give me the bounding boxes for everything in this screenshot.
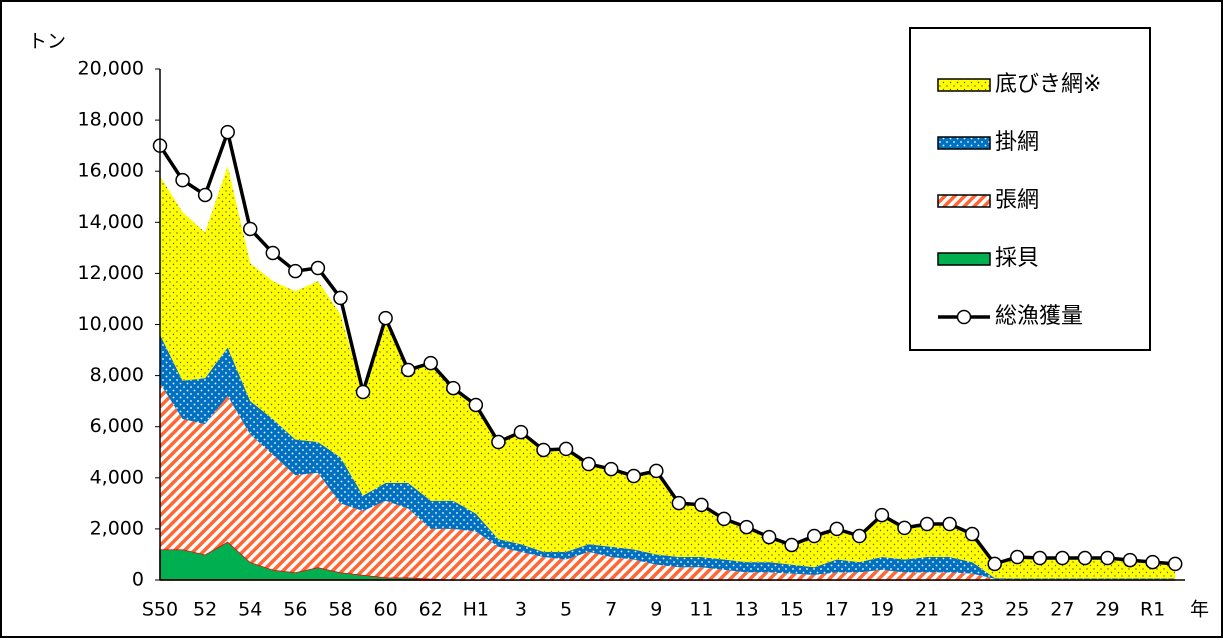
x-tick-label: 58 — [328, 599, 352, 621]
x-tick-label: 9 — [650, 599, 662, 621]
x-tick-label: 17 — [825, 599, 849, 621]
x-tick-label: 15 — [780, 599, 804, 621]
x-tick-label: 25 — [1005, 599, 1029, 621]
point — [242, 221, 258, 237]
x-axis-label: 年 — [1190, 599, 1209, 621]
point — [1032, 550, 1048, 566]
point — [919, 516, 935, 532]
x-tick-label: 3 — [515, 599, 527, 621]
point — [400, 362, 416, 378]
point — [423, 355, 438, 371]
legend-label: 底びき網※ — [995, 72, 1101, 97]
y-tick-label: 20,000 — [78, 58, 144, 80]
x-tick-label: 62 — [419, 599, 443, 621]
x-tick-label: 5 — [560, 599, 572, 621]
x-tick-label: 11 — [689, 599, 713, 621]
point — [942, 516, 957, 532]
point — [806, 528, 822, 544]
x-tick-label: 29 — [1095, 599, 1119, 621]
legend-label: 張網 — [995, 188, 1039, 213]
point — [1145, 554, 1160, 570]
point — [784, 537, 799, 553]
x-tick-label: 54 — [238, 599, 262, 621]
point — [468, 397, 484, 413]
x-tick-label: R1 — [1140, 599, 1165, 621]
legend-swatch — [937, 194, 991, 208]
x-tick-label: 13 — [734, 599, 758, 621]
area — [160, 383, 1176, 580]
point — [197, 187, 213, 203]
point — [1167, 556, 1183, 572]
point — [491, 434, 506, 450]
y-tick-label: 18,000 — [78, 109, 144, 131]
point — [852, 528, 867, 544]
point — [761, 529, 777, 545]
point — [829, 521, 845, 537]
legend-swatch — [956, 309, 972, 325]
x-tick-label: 21 — [915, 599, 939, 621]
y-tick-label: 2,000 — [90, 517, 144, 539]
x-tick-label: 60 — [374, 599, 398, 621]
x-tick-label: 27 — [1050, 599, 1074, 621]
point — [558, 441, 574, 457]
point — [626, 468, 642, 484]
point — [536, 442, 551, 458]
point — [603, 461, 619, 477]
point — [671, 495, 687, 511]
x-tick-label: 56 — [283, 599, 307, 621]
y-tick-label: 4,000 — [90, 466, 144, 488]
point — [1122, 552, 1138, 568]
x-tick-label: 23 — [960, 599, 984, 621]
point — [288, 263, 303, 279]
legend-swatch — [937, 136, 991, 150]
y-tick-label: 16,000 — [78, 160, 144, 182]
point — [1055, 550, 1070, 566]
line — [158, 125, 1176, 566]
point — [355, 384, 371, 400]
point — [265, 245, 281, 261]
point — [874, 507, 890, 523]
point — [175, 172, 190, 188]
y-tick-label: 14,000 — [78, 211, 144, 233]
y-tick-label: 12,000 — [78, 262, 144, 284]
point — [964, 526, 980, 542]
point — [1010, 549, 1025, 565]
point — [694, 497, 709, 513]
point — [378, 310, 393, 326]
legend-swatch — [937, 78, 991, 92]
x-tick-label: 52 — [193, 599, 217, 621]
x-tick-label: 19 — [870, 599, 894, 621]
point — [897, 520, 912, 536]
point — [513, 424, 529, 440]
y-tick-label: 6,000 — [90, 415, 144, 437]
legend-label: 掛網 — [995, 130, 1039, 155]
area — [160, 166, 1176, 579]
point — [739, 519, 754, 535]
point — [987, 556, 1002, 572]
point — [310, 260, 326, 276]
point — [446, 380, 461, 396]
y-tick-label: 10,000 — [78, 313, 144, 335]
point — [581, 456, 596, 472]
x-tick-label: 7 — [605, 599, 617, 621]
point — [649, 463, 664, 479]
legend-swatch — [937, 252, 991, 266]
x-tick-label: S50 — [142, 599, 178, 621]
y-axis-label: トン — [28, 31, 66, 53]
x-tick-label: H1 — [463, 599, 489, 621]
point — [1077, 550, 1093, 566]
y-tick-label: 8,000 — [90, 364, 144, 386]
y-tick-label: 0 — [132, 569, 144, 591]
point — [716, 511, 732, 527]
point — [333, 290, 348, 306]
legend-label: 総漁獲量 — [995, 304, 1083, 329]
point — [220, 124, 235, 140]
point — [1100, 550, 1115, 566]
legend-label: 採貝 — [995, 246, 1039, 271]
